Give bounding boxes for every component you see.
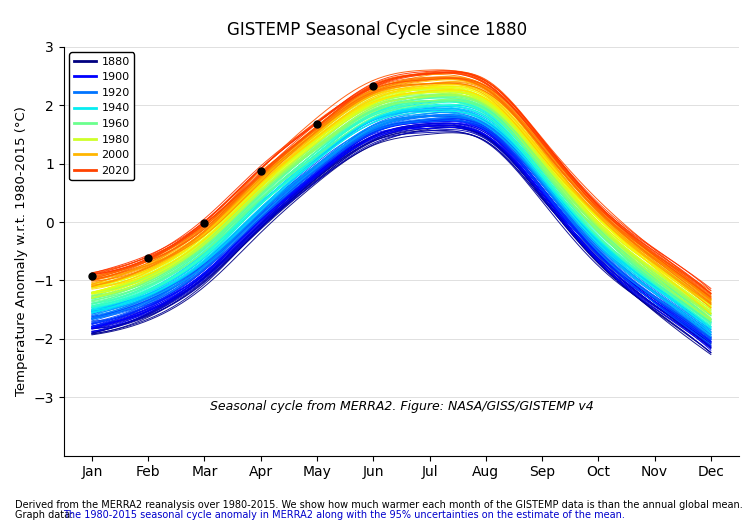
Text: Seasonal cycle from MERRA2. Figure: NASA/GISS/GISTEMP v4: Seasonal cycle from MERRA2. Figure: NASA… [210,400,593,413]
Text: Graph data:: Graph data: [15,510,77,520]
Text: GISTEMP Seasonal Cycle since 1880: GISTEMP Seasonal Cycle since 1880 [227,21,527,39]
Y-axis label: Temperature Anomaly w.r.t. 1980-2015 (°C): Temperature Anomaly w.r.t. 1980-2015 (°C… [15,106,28,396]
Text: Derived from the MERRA2 reanalysis over 1980-2015. We show how much warmer each : Derived from the MERRA2 reanalysis over … [15,500,743,510]
Text: The 1980-2015 seasonal cycle anomaly in MERRA2 along with the 95% uncertainties : The 1980-2015 seasonal cycle anomaly in … [63,510,624,520]
Legend: 1880, 1900, 1920, 1940, 1960, 1980, 2000, 2020: 1880, 1900, 1920, 1940, 1960, 1980, 2000… [69,53,134,180]
